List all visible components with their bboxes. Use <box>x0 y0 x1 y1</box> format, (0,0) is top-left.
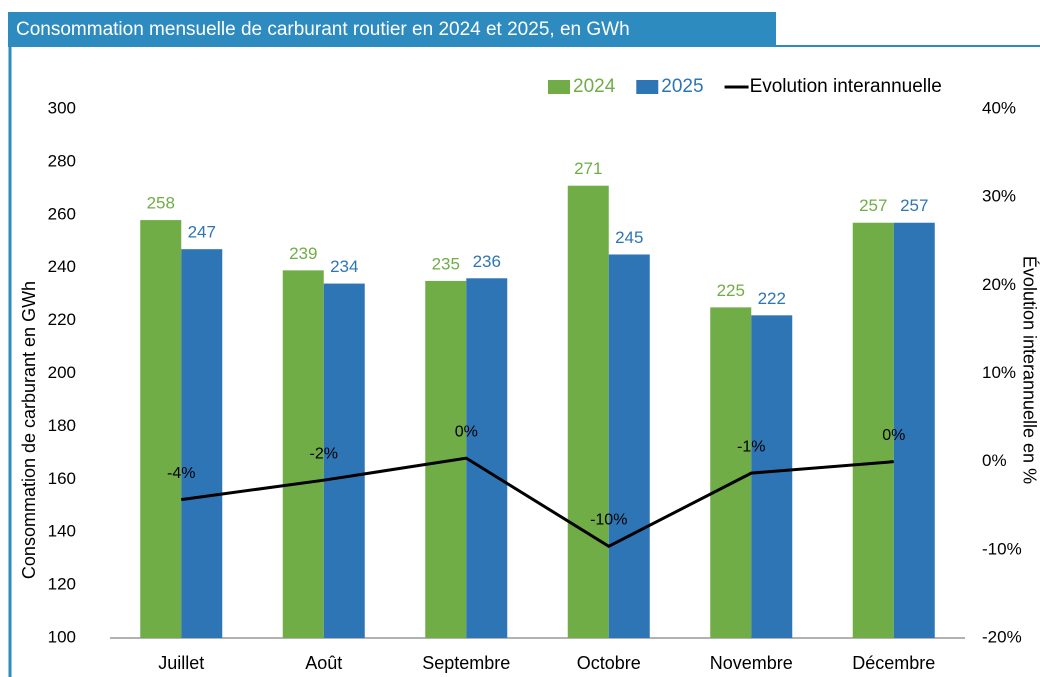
legend-label: 2024 <box>573 76 616 97</box>
y-axis-label: Consommation de carburant en GWh <box>19 281 39 579</box>
data-label: 258 <box>147 194 175 213</box>
bar <box>751 315 793 638</box>
bar <box>140 220 182 638</box>
y-tick-label: 240 <box>48 257 76 276</box>
y2-tick-label: 0% <box>982 451 1007 470</box>
line-label: -2% <box>310 445 338 462</box>
bar <box>567 185 609 638</box>
data-label: 257 <box>900 196 928 215</box>
line <box>181 456 894 549</box>
y2-tick-label: 10% <box>982 363 1016 382</box>
y2-tick-label: -10% <box>982 539 1022 558</box>
data-label: 234 <box>330 257 358 276</box>
y-tick-label: 200 <box>48 363 76 382</box>
bar <box>282 270 324 638</box>
data-label: 235 <box>432 254 460 273</box>
y-tick-label: 140 <box>48 522 76 541</box>
y2-tick-label: 30% <box>982 187 1016 206</box>
x-tick-label: Août <box>305 653 342 673</box>
line-label: 0% <box>455 423 478 440</box>
legend-swatch <box>548 80 570 94</box>
title-banner <box>8 12 776 46</box>
bar <box>466 278 508 638</box>
data-label: 271 <box>574 159 602 178</box>
bar <box>893 222 935 639</box>
data-label: 239 <box>289 244 317 263</box>
y-tick-label: 300 <box>48 98 76 117</box>
data-label: 225 <box>717 281 745 300</box>
legend-label: 2025 <box>661 76 703 97</box>
line-label: -4% <box>167 465 195 482</box>
x-tick-label: Septembre <box>422 653 510 673</box>
legend-label: Evolution interannuelle <box>750 76 942 97</box>
y-tick-label: 220 <box>48 310 76 329</box>
data-label: 257 <box>859 196 887 215</box>
bar <box>852 222 894 639</box>
bar <box>710 307 752 638</box>
y-tick-label: 280 <box>48 151 76 170</box>
x-tick-label: Octobre <box>577 653 641 673</box>
bar <box>323 283 365 638</box>
y-tick-label: 100 <box>48 627 76 646</box>
x-tick-label: Novembre <box>710 653 793 673</box>
y-tick-label: 260 <box>48 204 76 223</box>
y2-tick-label: 40% <box>982 98 1016 117</box>
line-label: 0% <box>882 427 905 444</box>
line-label: -1% <box>737 438 765 455</box>
data-label: 222 <box>758 289 786 308</box>
y-tick-label: 180 <box>48 416 76 435</box>
x-tick-label: Décembre <box>852 653 935 673</box>
x-tick-label: Juillet <box>158 653 204 673</box>
legend-swatch <box>636 80 659 94</box>
data-label: 247 <box>188 223 216 242</box>
y-tick-label: 160 <box>48 469 76 488</box>
y-tick-label: 120 <box>48 575 76 594</box>
data-label: 245 <box>615 228 643 247</box>
y2-tick-label: -20% <box>982 627 1022 646</box>
bar <box>608 254 650 638</box>
data-label: 236 <box>473 252 501 271</box>
line-label: -10% <box>590 512 627 529</box>
y2-tick-label: 20% <box>982 275 1016 294</box>
bar <box>181 249 223 638</box>
y2-axis-label: Évolution interannuelle en % <box>1019 256 1039 484</box>
chart-title: Consommation mensuelle de carburant rout… <box>16 19 630 40</box>
